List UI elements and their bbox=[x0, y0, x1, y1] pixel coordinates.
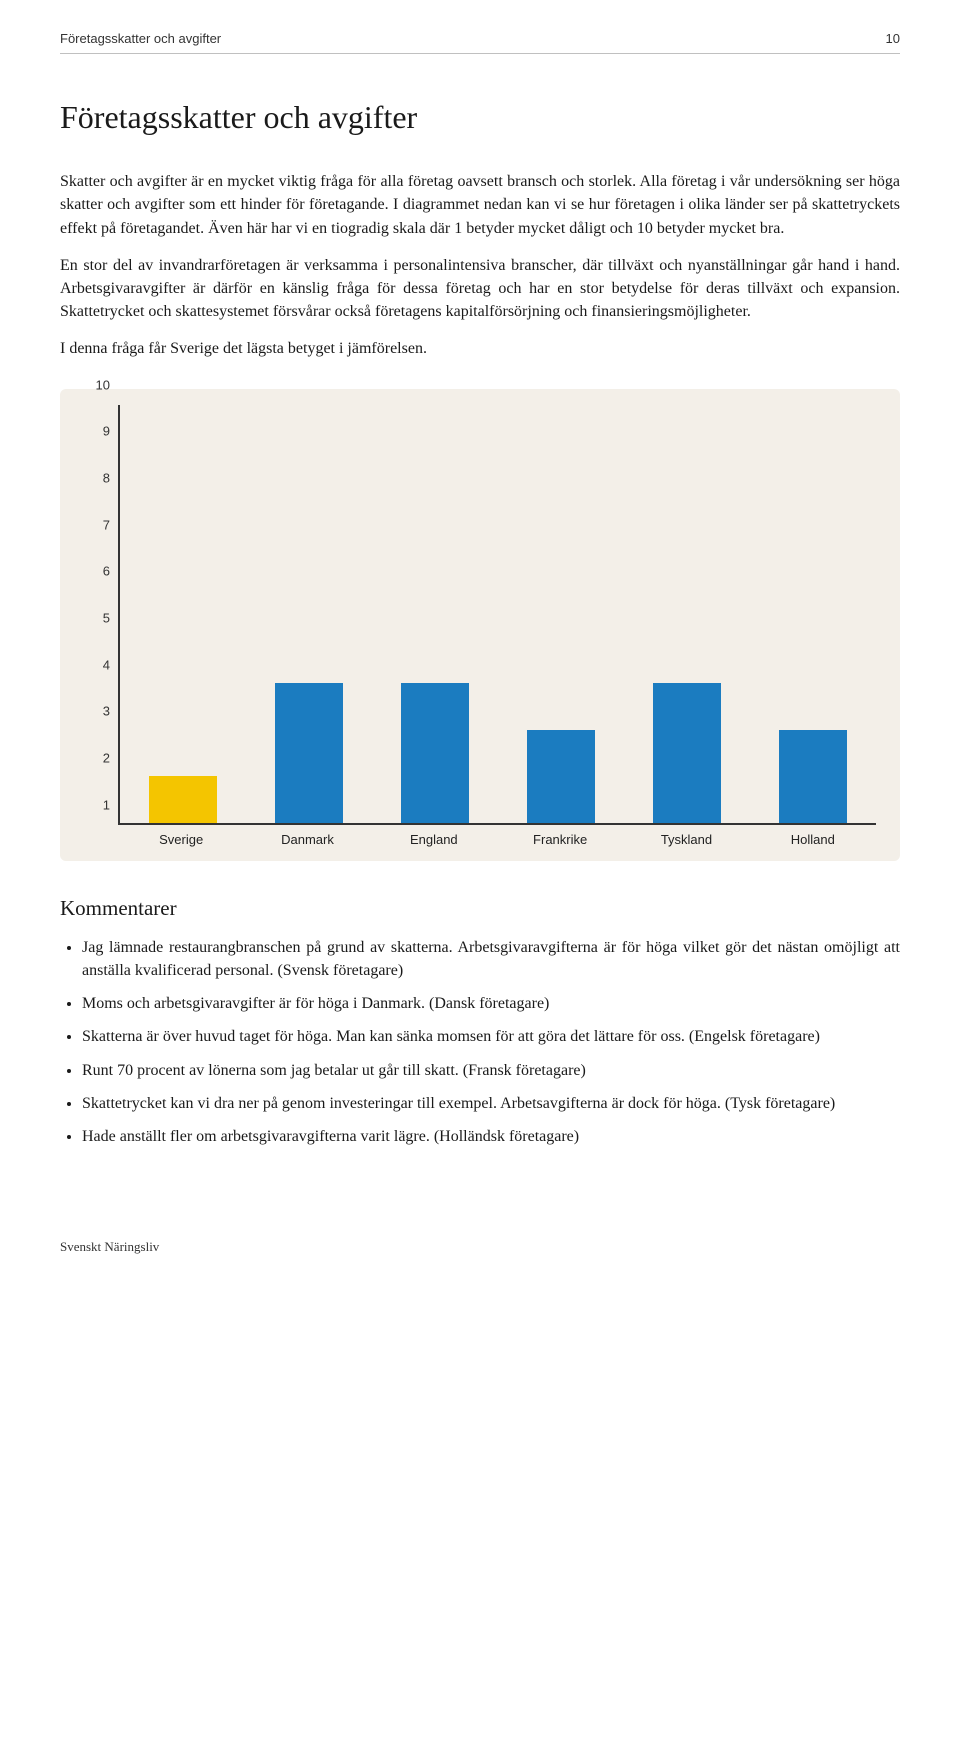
chart-y-tick: 10 bbox=[96, 376, 110, 395]
chart-x-label: Frankrike bbox=[497, 831, 623, 850]
comment-item: Skattetrycket kan vi dra ner på genom in… bbox=[82, 1092, 900, 1115]
chart-bar bbox=[275, 683, 343, 822]
comment-item: Runt 70 procent av lönerna som jag betal… bbox=[82, 1059, 900, 1082]
comment-item: Moms och arbetsgivaravgifter är för höga… bbox=[82, 992, 900, 1015]
page-title: Företagsskatter och avgifter bbox=[60, 94, 900, 140]
body-paragraph: I denna fråga får Sverige det lägsta bet… bbox=[60, 337, 900, 360]
chart-x-label: Holland bbox=[750, 831, 876, 850]
chart-y-tick: 7 bbox=[103, 516, 110, 535]
chart-bar bbox=[779, 730, 847, 823]
chart-y-tick: 1 bbox=[103, 796, 110, 815]
chart-x-label: Danmark bbox=[244, 831, 370, 850]
comments-heading: Kommentarer bbox=[60, 893, 900, 923]
chart-x-label: England bbox=[371, 831, 497, 850]
comment-item: Jag lämnade restaurangbranschen på grund… bbox=[82, 936, 900, 982]
chart-plot bbox=[118, 405, 876, 825]
chart-bar-slot bbox=[750, 405, 876, 823]
comment-item: Skatterna är över huvud taget för höga. … bbox=[82, 1025, 900, 1048]
comment-item: Hade anställt fler om arbetsgivaravgifte… bbox=[82, 1125, 900, 1148]
body-paragraph: En stor del av invandrarföretagen är ver… bbox=[60, 254, 900, 324]
chart-bar bbox=[527, 730, 595, 823]
chart-y-tick: 4 bbox=[103, 656, 110, 675]
chart-bar-slot bbox=[120, 405, 246, 823]
chart-y-tick: 8 bbox=[103, 470, 110, 489]
page-header: Företagsskatter och avgifter 10 bbox=[60, 30, 900, 54]
chart-y-tick: 3 bbox=[103, 703, 110, 722]
chart-bar-slot bbox=[624, 405, 750, 823]
chart-y-tick: 5 bbox=[103, 610, 110, 629]
chart-bar-slot bbox=[498, 405, 624, 823]
body-paragraph: Skatter och avgifter är en mycket viktig… bbox=[60, 170, 900, 240]
chart-y-tick: 2 bbox=[103, 750, 110, 769]
chart-bar bbox=[401, 683, 469, 822]
chart-bar-slot bbox=[372, 405, 498, 823]
header-section-label: Företagsskatter och avgifter bbox=[60, 30, 221, 49]
chart-bar bbox=[653, 683, 721, 822]
chart-x-label: Sverige bbox=[118, 831, 244, 850]
bar-chart: 12345678910 SverigeDanmarkEnglandFrankri… bbox=[60, 389, 900, 862]
header-page-number: 10 bbox=[886, 30, 900, 49]
chart-y-axis: 12345678910 bbox=[84, 405, 118, 825]
comments-list: Jag lämnade restaurangbranschen på grund… bbox=[60, 936, 900, 1148]
chart-y-tick: 9 bbox=[103, 423, 110, 442]
chart-x-axis: SverigeDanmarkEnglandFrankrikeTysklandHo… bbox=[118, 831, 876, 850]
chart-y-tick: 6 bbox=[103, 563, 110, 582]
chart-bar bbox=[149, 776, 217, 822]
chart-plot-area: 12345678910 bbox=[84, 405, 876, 825]
chart-bars bbox=[120, 405, 876, 823]
chart-x-label: Tyskland bbox=[623, 831, 749, 850]
page-footer: Svenskt Näringsliv bbox=[60, 1238, 900, 1257]
chart-bar-slot bbox=[246, 405, 372, 823]
